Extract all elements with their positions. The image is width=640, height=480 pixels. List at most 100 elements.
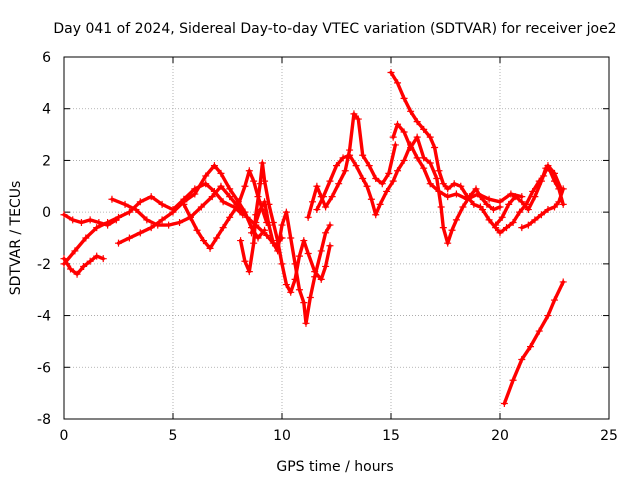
series-track-15: [479, 162, 565, 237]
x-tick-label: 5: [169, 428, 178, 444]
data-point: [452, 216, 460, 224]
data-point: [448, 226, 456, 234]
data-point: [147, 224, 155, 232]
series-track-11: [387, 69, 484, 211]
data-point: [322, 203, 330, 211]
data-point: [60, 211, 68, 219]
data-point: [191, 190, 199, 198]
data-point: [322, 229, 330, 237]
data-point: [274, 247, 282, 255]
plot-area-frame: [63, 56, 610, 420]
data-point: [125, 208, 133, 216]
data-point: [350, 110, 358, 118]
data-point: [346, 151, 354, 159]
data-point: [394, 167, 402, 175]
y-tick-label: 0: [42, 205, 51, 221]
data-point: [115, 213, 122, 221]
data-point: [518, 224, 526, 232]
data-point: [544, 206, 552, 214]
data-point: [507, 190, 515, 198]
data-point: [378, 180, 386, 188]
data-point: [104, 218, 112, 226]
series-line: [391, 122, 502, 245]
data-point: [317, 247, 325, 255]
data-point: [115, 239, 122, 247]
data-point: [407, 107, 415, 115]
data-point: [531, 216, 539, 224]
data-point: [143, 216, 151, 224]
data-point: [73, 270, 81, 278]
data-point: [241, 208, 249, 216]
data-point: [551, 203, 558, 211]
data-point: [319, 193, 327, 201]
data-point: [518, 198, 526, 206]
data-point: [433, 175, 441, 183]
y-axis-label: SDTVAR / TECUs: [8, 181, 24, 296]
data-point: [300, 237, 308, 245]
x-tick-label: 15: [382, 428, 400, 444]
data-point: [269, 218, 277, 226]
data-point: [376, 200, 384, 208]
series-track-2: [60, 252, 107, 278]
data-point: [426, 180, 434, 188]
data-point: [241, 182, 249, 190]
data-point: [457, 182, 465, 190]
data-point: [544, 312, 552, 320]
data-point: [295, 252, 303, 260]
data-point: [93, 224, 101, 232]
data-point: [67, 265, 75, 273]
data-point: [511, 193, 519, 201]
data-point: [258, 159, 266, 167]
data-point: [413, 154, 421, 162]
data-point: [186, 213, 194, 221]
data-point: [256, 206, 264, 214]
data-point: [245, 167, 253, 175]
data-point: [282, 281, 290, 289]
data-point: [413, 133, 421, 141]
data-point: [287, 234, 295, 242]
data-point: [169, 208, 177, 216]
data-point: [176, 218, 184, 226]
data-point: [435, 167, 443, 175]
data-point: [339, 154, 347, 162]
data-point: [354, 115, 362, 123]
data-point: [71, 247, 79, 255]
data-point: [261, 198, 269, 206]
data-point: [261, 177, 269, 185]
data-point: [213, 234, 221, 242]
x-axis-label: GPS time / hours: [276, 459, 393, 475]
data-point: [518, 356, 526, 364]
data-point: [60, 260, 68, 268]
data-point: [470, 200, 478, 208]
data-point: [278, 260, 286, 268]
data-point: [391, 141, 399, 149]
data-point: [69, 216, 77, 224]
data-point: [226, 185, 234, 193]
y-tick-label: -4: [37, 309, 51, 325]
data-point: [278, 221, 286, 229]
data-point: [250, 177, 258, 185]
data-point: [326, 242, 334, 250]
data-point: [437, 203, 445, 211]
axis-ticks: [63, 56, 610, 420]
data-point: [304, 213, 312, 221]
data-point: [394, 120, 402, 128]
data-point: [522, 200, 530, 208]
data-point: [389, 133, 397, 141]
y-tick-label: -2: [37, 257, 51, 273]
data-point: [420, 154, 428, 162]
data-point: [291, 260, 299, 268]
data-point: [389, 177, 397, 185]
data-point: [86, 216, 94, 224]
data-point: [529, 187, 537, 195]
data-point: [200, 237, 208, 245]
series-track-12: [389, 120, 504, 247]
data-point: [444, 193, 452, 201]
data-point: [439, 180, 447, 188]
data-point: [341, 167, 349, 175]
data-point: [165, 221, 173, 229]
data-point: [206, 244, 214, 252]
data-point: [245, 268, 253, 276]
data-point: [367, 195, 375, 203]
data-point: [300, 299, 308, 307]
